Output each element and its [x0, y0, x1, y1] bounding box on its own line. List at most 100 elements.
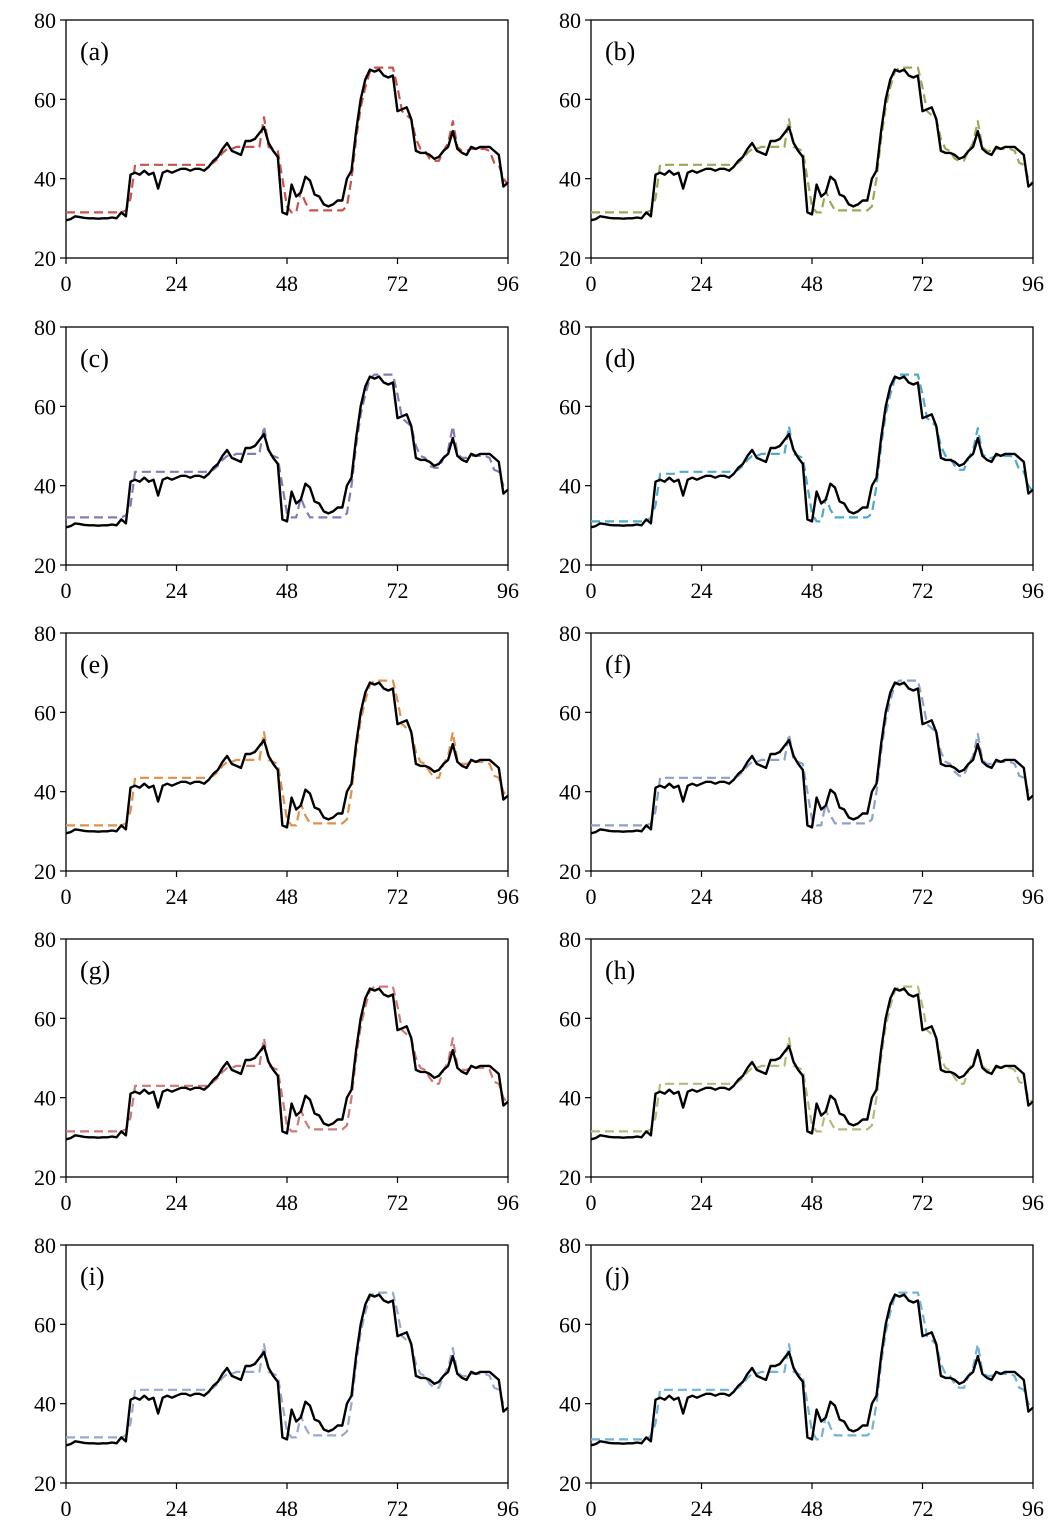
x-tick-label: 0: [586, 271, 597, 296]
y-tick-label: 60: [559, 700, 581, 725]
y-tick-label: 60: [34, 394, 56, 419]
y-tick-label: 20: [34, 1165, 56, 1190]
x-tick-label: 24: [691, 271, 713, 296]
y-tick-label: 20: [559, 1471, 581, 1496]
y-tick-label: 20: [34, 859, 56, 884]
y-tick-label: 20: [559, 859, 581, 884]
x-tick-label: 96: [497, 884, 519, 909]
plot-frame: [590, 938, 1034, 1178]
x-tick-label: 24: [691, 578, 713, 603]
x-tick-label: 0: [586, 1496, 597, 1521]
x-tick-label: 72: [387, 271, 409, 296]
actual-series-line: [65, 681, 509, 835]
x-tick-label: 72: [912, 1190, 934, 1215]
y-tick-label: 60: [34, 1312, 56, 1337]
x-tick-label: 72: [387, 1496, 409, 1521]
x-tick-label: 24: [691, 884, 713, 909]
panel-b: 20 40 60 80 0 24 48 72 96 (b): [559, 8, 1044, 296]
actual-series-line: [590, 1293, 1034, 1447]
x-tick-label: 96: [497, 1496, 519, 1521]
x-tick-label: 48: [276, 884, 298, 909]
plot-frame: [65, 938, 509, 1178]
actual-series-line: [590, 681, 1034, 835]
x-tick-label: 96: [1022, 1496, 1044, 1521]
x-tick-label: 48: [276, 578, 298, 603]
panel-label: (e): [80, 650, 109, 679]
y-tick-label: 60: [559, 87, 581, 112]
plot-frame: [590, 1244, 1034, 1484]
panel-c: 20 40 60 80 0 24 48 72 96 (c): [34, 315, 519, 603]
forecast-series-line: [591, 1291, 1034, 1441]
x-tick-label: 48: [801, 271, 823, 296]
actual-series-line: [590, 987, 1034, 1141]
panel-label: (b): [605, 37, 635, 66]
x-tick-label: 0: [61, 271, 72, 296]
y-tick-label: 40: [34, 1392, 56, 1417]
x-tick-label: 24: [691, 1496, 713, 1521]
panel-d: 20 40 60 80 0 24 48 72 96 (d): [559, 315, 1044, 603]
actual-series-line: [65, 375, 509, 529]
panel-a: 20 40 60 80 0 24 48 72 96 (a): [34, 8, 519, 296]
y-tick-label: 60: [559, 1312, 581, 1337]
plot-frame: [590, 326, 1034, 566]
x-tick-label: 96: [1022, 578, 1044, 603]
x-tick-label: 24: [166, 884, 188, 909]
x-tick-label: 48: [276, 1496, 298, 1521]
y-tick-label: 80: [34, 621, 56, 646]
y-tick-label: 80: [559, 1233, 581, 1258]
x-tick-label: 48: [801, 1496, 823, 1521]
x-tick-label: 24: [166, 578, 188, 603]
x-tick-label: 72: [912, 578, 934, 603]
y-tick-label: 40: [559, 780, 581, 805]
y-tick-label: 60: [34, 87, 56, 112]
x-tick-label: 48: [801, 884, 823, 909]
x-tick-label: 24: [691, 1190, 713, 1215]
x-tick-label: 48: [801, 1190, 823, 1215]
x-tick-label: 96: [497, 1190, 519, 1215]
y-tick-label: 20: [559, 246, 581, 271]
y-tick-label: 40: [34, 1086, 56, 1111]
forecast-series-line: [591, 373, 1034, 523]
y-tick-label: 60: [34, 1006, 56, 1031]
forecast-series-line: [66, 66, 509, 214]
actual-series-line: [590, 375, 1034, 529]
y-tick-label: 80: [34, 8, 56, 33]
panel-g: 20 40 60 80 0 24 48 72 96 (g): [34, 927, 519, 1215]
actual-series-line: [590, 68, 1034, 222]
forecast-series-line: [66, 373, 509, 519]
x-tick-label: 72: [387, 1190, 409, 1215]
y-tick-label: 40: [34, 780, 56, 805]
y-tick-label: 20: [34, 246, 56, 271]
x-tick-label: 0: [586, 1190, 597, 1215]
panel-label: (i): [80, 1262, 105, 1291]
y-tick-label: 40: [559, 474, 581, 499]
panel-label: (g): [80, 956, 110, 985]
x-tick-label: 72: [387, 578, 409, 603]
y-tick-label: 40: [34, 474, 56, 499]
forecast-series-line: [591, 679, 1034, 827]
x-tick-label: 24: [166, 271, 188, 296]
y-tick-label: 60: [559, 1006, 581, 1031]
x-tick-label: 0: [586, 578, 597, 603]
y-tick-label: 80: [559, 315, 581, 340]
y-tick-label: 20: [559, 1165, 581, 1190]
x-tick-label: 72: [387, 884, 409, 909]
y-tick-label: 20: [34, 553, 56, 578]
x-tick-label: 48: [276, 1190, 298, 1215]
actual-series-line: [65, 68, 509, 222]
x-tick-label: 96: [497, 271, 519, 296]
y-tick-label: 80: [559, 621, 581, 646]
y-tick-label: 60: [559, 394, 581, 419]
actual-series-line: [65, 1293, 509, 1447]
x-tick-label: 0: [61, 1496, 72, 1521]
actual-series-line: [65, 987, 509, 1141]
y-tick-label: 40: [559, 1086, 581, 1111]
y-tick-label: 80: [559, 8, 581, 33]
x-tick-label: 48: [801, 578, 823, 603]
x-tick-label: 48: [276, 271, 298, 296]
y-tick-label: 40: [559, 1392, 581, 1417]
x-tick-label: 0: [61, 578, 72, 603]
y-tick-label: 80: [34, 1233, 56, 1258]
y-tick-label: 40: [559, 167, 581, 192]
